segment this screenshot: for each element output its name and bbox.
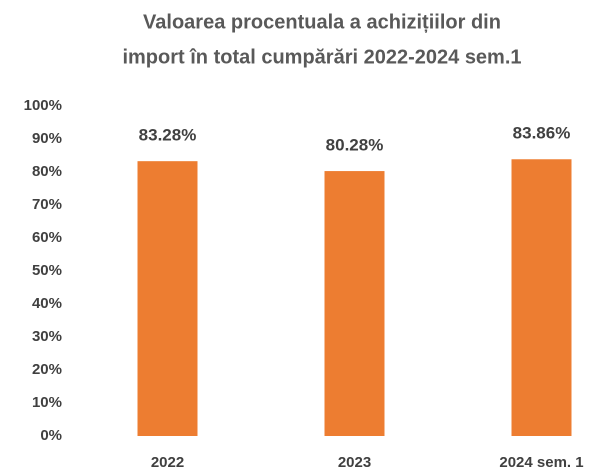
bar bbox=[324, 171, 385, 437]
x-tick-label: 2022 bbox=[151, 454, 184, 471]
data-label: 83.86% bbox=[513, 124, 571, 143]
y-tick-label: 80% bbox=[32, 163, 62, 180]
y-tick-label: 40% bbox=[32, 295, 62, 312]
y-tick-label: 60% bbox=[32, 229, 62, 246]
x-tick-label: 2024 sem. 1 bbox=[499, 454, 583, 471]
y-tick-label: 90% bbox=[32, 130, 62, 147]
y-tick-label: 70% bbox=[32, 196, 62, 213]
chart-title: Valoarea procentuala a achizițiilor din bbox=[143, 11, 501, 33]
y-tick-label: 0% bbox=[40, 427, 62, 444]
x-tick-label: 2023 bbox=[338, 454, 371, 471]
y-tick-label: 10% bbox=[32, 394, 62, 411]
chart-title: import în total cumpărări 2022-2024 sem.… bbox=[122, 46, 521, 68]
bar bbox=[511, 159, 572, 436]
y-tick-label: 100% bbox=[24, 97, 62, 114]
data-label: 80.28% bbox=[326, 136, 384, 155]
bar bbox=[137, 161, 198, 436]
data-label: 83.28% bbox=[139, 126, 197, 145]
y-tick-label: 50% bbox=[32, 262, 62, 279]
y-tick-label: 30% bbox=[32, 328, 62, 345]
y-tick-label: 20% bbox=[32, 361, 62, 378]
